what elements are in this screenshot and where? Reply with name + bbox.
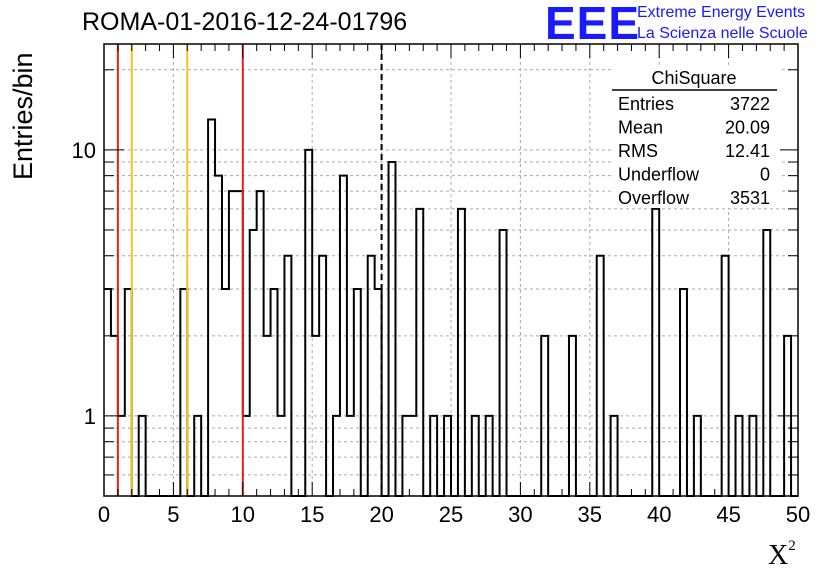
x-tick-label: 35 bbox=[578, 502, 602, 527]
stats-row-label: RMS bbox=[618, 141, 658, 161]
logo-line-1: Extreme Energy Events bbox=[637, 4, 806, 21]
x-tick-label: 40 bbox=[647, 502, 671, 527]
stats-row-label: Mean bbox=[618, 118, 663, 138]
stats-row-value: 3531 bbox=[730, 188, 770, 208]
x-axis-label-main: X bbox=[768, 540, 789, 571]
x-tick-label: 45 bbox=[716, 502, 740, 527]
stats-row-value: 20.09 bbox=[725, 118, 770, 138]
stats-row-label: Underflow bbox=[618, 165, 700, 185]
x-tick-label: 50 bbox=[786, 502, 810, 527]
x-tick-label: 30 bbox=[508, 502, 532, 527]
x-tick-label: 25 bbox=[439, 502, 463, 527]
chart-title: ROMA-01-2016-12-24-01796 bbox=[82, 8, 408, 36]
stats-row-label: Entries bbox=[618, 94, 674, 114]
x-axis-label-sup: 2 bbox=[788, 538, 796, 554]
x-axis-label: X2 bbox=[768, 538, 796, 572]
logo-line-2: La Scienza nelle Scuole bbox=[637, 25, 808, 42]
x-tick-label: 10 bbox=[231, 502, 255, 527]
histogram-outline bbox=[104, 118, 798, 497]
x-tick-label: 15 bbox=[300, 502, 324, 527]
stats-row-value: 3722 bbox=[730, 94, 770, 114]
y-tick-label: 1 bbox=[84, 404, 96, 429]
stats-row-value: 12.41 bbox=[725, 141, 770, 161]
y-tick-label: 10 bbox=[72, 138, 96, 163]
x-tick-label: 20 bbox=[369, 502, 393, 527]
stats-row-value: 0 bbox=[760, 165, 770, 185]
stats-row-label: Overflow bbox=[618, 188, 690, 208]
x-tick-label: 0 bbox=[98, 502, 110, 527]
x-tick-label: 5 bbox=[167, 502, 179, 527]
stats-name: ChiSquare bbox=[651, 68, 736, 88]
eee-logo-mark: EEE bbox=[545, 0, 641, 49]
